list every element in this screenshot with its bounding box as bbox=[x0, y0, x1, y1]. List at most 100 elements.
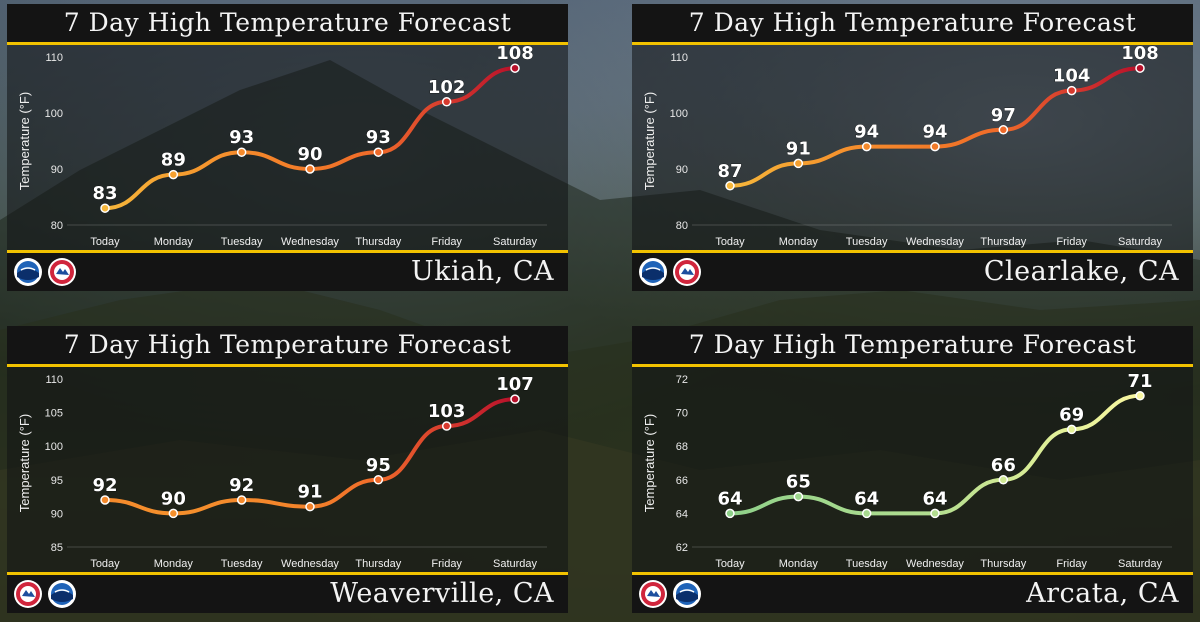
data-point bbox=[441, 97, 452, 107]
nws-logo-icon bbox=[13, 579, 43, 609]
y-tick-label: 95 bbox=[51, 475, 63, 487]
y-tick-label: 80 bbox=[676, 220, 688, 232]
x-tick-label: Thursday bbox=[980, 236, 1026, 248]
y-tick-label: 80 bbox=[51, 220, 63, 232]
nws-logo-icon bbox=[672, 257, 702, 287]
data-label: 104 bbox=[1053, 66, 1091, 87]
x-tick-label: Friday bbox=[431, 236, 462, 248]
x-tick-label: Tuesday bbox=[846, 558, 888, 570]
data-point bbox=[930, 141, 940, 152]
nws-logo-icon bbox=[638, 579, 668, 609]
data-point bbox=[1066, 424, 1077, 435]
data-label: 71 bbox=[1127, 371, 1152, 392]
x-tick-label: Friday bbox=[1056, 236, 1087, 248]
x-tick-label: Thursday bbox=[355, 236, 401, 248]
x-tick-label: Saturday bbox=[1118, 558, 1163, 570]
location-label: Clearlake, CA bbox=[983, 256, 1179, 287]
data-label: 92 bbox=[92, 475, 117, 496]
x-tick-label: Thursday bbox=[980, 558, 1026, 570]
x-tick-label: Monday bbox=[779, 558, 819, 570]
data-label: 91 bbox=[786, 138, 811, 159]
forecast-panel-clearlake: 7 Day High Temperature Forecast 80 90 100 1… bbox=[632, 4, 1193, 291]
data-label: 94 bbox=[854, 122, 879, 143]
data-point bbox=[1135, 391, 1145, 401]
y-tick-label: 64 bbox=[676, 508, 688, 520]
panel-title: 7 Day High Temperature Forecast bbox=[7, 326, 568, 367]
data-label: 65 bbox=[786, 472, 811, 493]
noaa-logo-icon bbox=[47, 579, 77, 609]
data-label: 94 bbox=[922, 122, 947, 143]
data-label: 97 bbox=[991, 105, 1016, 126]
temperature-chart: 62 64 66 68 70 72 Temperature (°F) Today Monday T… bbox=[642, 370, 1172, 570]
y-tick-label: 100 bbox=[45, 441, 63, 453]
x-tick-label: Wednesday bbox=[906, 236, 964, 248]
data-label: 93 bbox=[366, 127, 391, 148]
temperature-chart: 85 90 95 100 105 110 Temperature (°F) Today Mond… bbox=[17, 374, 547, 570]
x-tick-label: Monday bbox=[779, 236, 819, 248]
data-point bbox=[725, 508, 735, 519]
y-axis-label: Temperature (°F) bbox=[642, 92, 657, 190]
data-point bbox=[930, 508, 940, 519]
temperature-chart: 80 90 100 110 Temperature (°F) Today Monday Tue… bbox=[17, 45, 547, 248]
y-tick-label: 85 bbox=[51, 542, 63, 554]
panel-title: 7 Day High Temperature Forecast bbox=[632, 326, 1193, 367]
data-label: 90 bbox=[161, 488, 186, 509]
y-tick-label: 110 bbox=[45, 374, 63, 386]
x-tick-label: Friday bbox=[431, 558, 462, 570]
y-tick-label: 68 bbox=[676, 441, 688, 453]
data-point bbox=[998, 475, 1009, 485]
y-tick-label: 105 bbox=[45, 408, 63, 420]
y-tick-label: 110 bbox=[45, 52, 63, 64]
location-label: Weaverville, CA bbox=[330, 578, 554, 609]
data-point bbox=[441, 421, 452, 431]
data-point bbox=[861, 508, 872, 519]
data-label: 107 bbox=[496, 374, 534, 395]
data-point bbox=[100, 203, 110, 213]
y-tick-label: 110 bbox=[670, 52, 688, 64]
data-point bbox=[510, 394, 520, 404]
x-tick-label: Saturday bbox=[493, 236, 538, 248]
panel-title: 7 Day High Temperature Forecast bbox=[7, 4, 568, 45]
y-tick-label: 72 bbox=[676, 374, 688, 386]
y-tick-label: 90 bbox=[676, 164, 688, 176]
data-label: 64 bbox=[717, 488, 742, 509]
data-point bbox=[168, 169, 179, 180]
data-point bbox=[1135, 63, 1145, 73]
y-tick-label: 100 bbox=[670, 108, 688, 120]
x-tick-label: Tuesday bbox=[221, 236, 263, 248]
y-tick-label: 90 bbox=[51, 508, 63, 520]
panel-footer: Ukiah, CA bbox=[7, 250, 568, 291]
x-tick-label: Thursday bbox=[355, 558, 401, 570]
y-axis-label: Temperature (°F) bbox=[17, 414, 32, 512]
x-tick-label: Tuesday bbox=[221, 558, 263, 570]
data-point bbox=[305, 501, 315, 512]
data-point bbox=[793, 158, 804, 169]
data-label: 69 bbox=[1059, 404, 1084, 425]
y-tick-label: 66 bbox=[676, 475, 688, 487]
noaa-logo-icon bbox=[672, 579, 702, 609]
data-point bbox=[236, 147, 247, 157]
panel-footer: Clearlake, CA bbox=[632, 250, 1193, 291]
x-tick-label: Saturday bbox=[493, 558, 538, 570]
x-tick-label: Monday bbox=[154, 558, 194, 570]
data-point bbox=[100, 495, 110, 505]
x-tick-label: Saturday bbox=[1118, 236, 1163, 248]
data-label: 95 bbox=[366, 455, 391, 476]
data-point bbox=[305, 164, 315, 174]
panel-footer: Weaverville, CA bbox=[7, 572, 568, 613]
data-point bbox=[1066, 85, 1077, 96]
x-tick-label: Wednesday bbox=[281, 558, 339, 570]
x-tick-label: Today bbox=[715, 236, 745, 248]
location-label: Arcata, CA bbox=[1026, 578, 1179, 609]
x-tick-label: Friday bbox=[1056, 558, 1087, 570]
forecast-panel-arcata: 7 Day High Temperature Forecast 62 64 66 68… bbox=[632, 326, 1193, 613]
location-label: Ukiah, CA bbox=[410, 256, 554, 287]
y-tick-label: 62 bbox=[676, 542, 688, 554]
data-label: 66 bbox=[991, 455, 1016, 476]
panel-footer: Arcata, CA bbox=[632, 572, 1193, 613]
data-point bbox=[510, 63, 520, 73]
data-point bbox=[236, 495, 247, 505]
data-point bbox=[793, 491, 804, 502]
temperature-chart: 80 90 100 110 Temperature (°F) Today Monday Tue… bbox=[642, 45, 1172, 248]
x-tick-label: Today bbox=[715, 558, 745, 570]
